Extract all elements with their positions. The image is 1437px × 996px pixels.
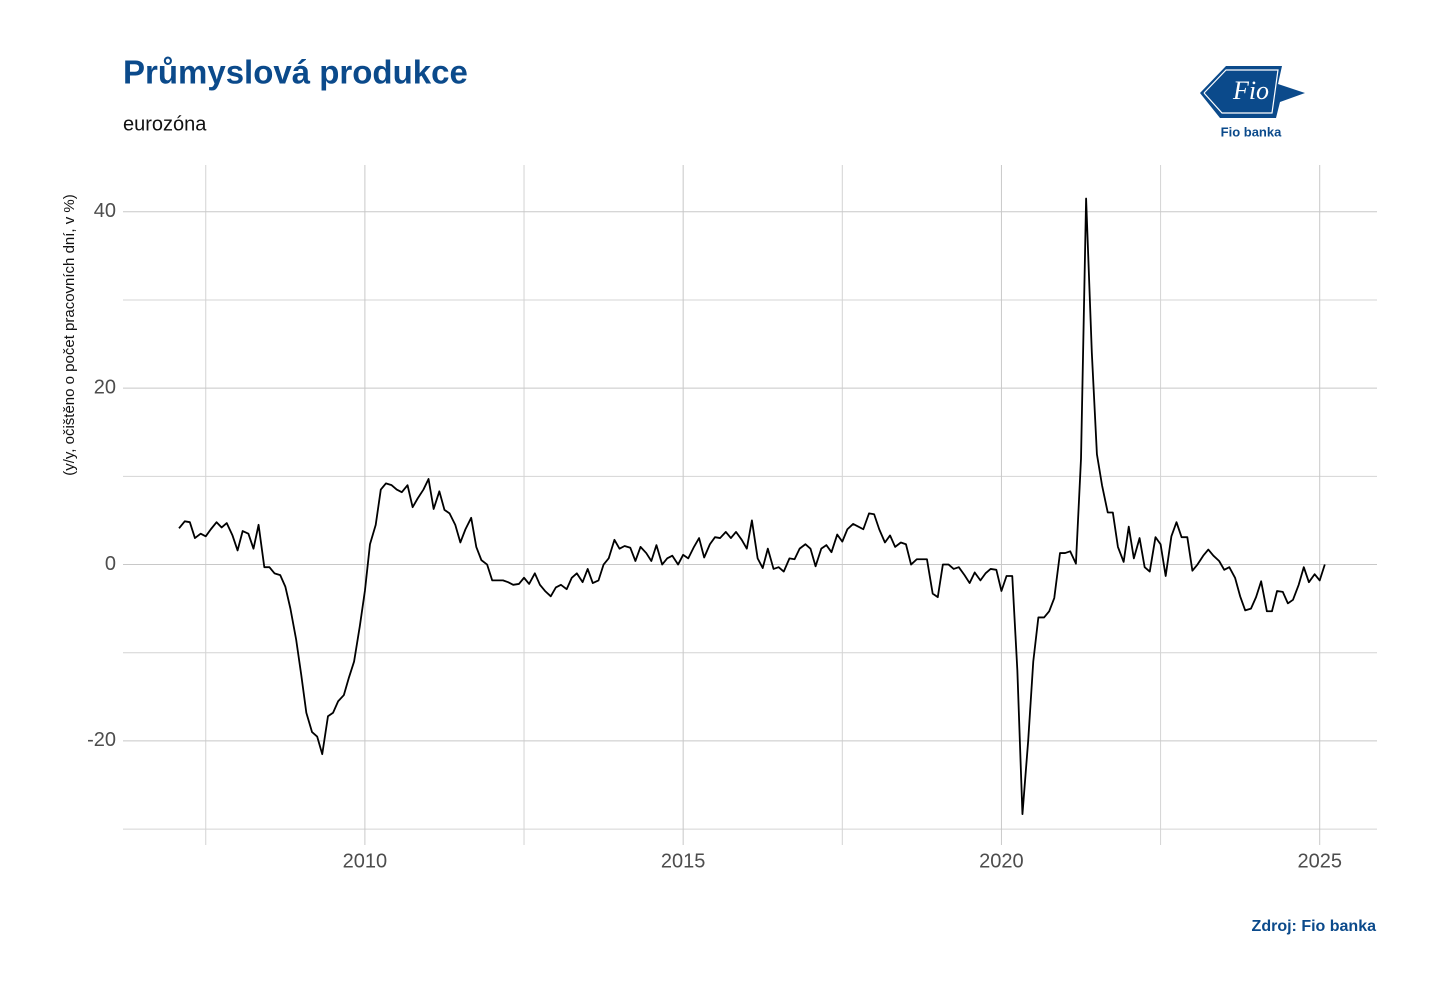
- y-axis-label: (y/y, očištěno o počet pracovních dní, v…: [61, 194, 78, 476]
- x-tick-label: 2010: [343, 850, 388, 872]
- y-tick-label: 0: [105, 553, 116, 575]
- y-tick-label: 20: [94, 376, 116, 398]
- logo: Fio Fio banka: [1200, 64, 1306, 139]
- x-tick-label: 2025: [1297, 850, 1342, 872]
- logo-text: Fio banka: [1221, 124, 1282, 139]
- logo-mark: Fio: [1232, 76, 1269, 105]
- data-line: [178, 197, 1326, 816]
- logo-shape: [1200, 66, 1305, 118]
- chart-title: Průmyslová produkce: [123, 54, 468, 91]
- source-note: Zdroj: Fio banka: [1252, 918, 1377, 935]
- grid: [123, 165, 1377, 845]
- x-tick-label: 2015: [661, 850, 706, 872]
- y-tick-label: -20: [87, 729, 116, 751]
- x-tick-label: 2020: [979, 850, 1024, 872]
- chart-subtitle: eurozóna: [123, 113, 207, 135]
- y-tick-label: 40: [94, 200, 116, 222]
- logo-outline: [1203, 69, 1279, 114]
